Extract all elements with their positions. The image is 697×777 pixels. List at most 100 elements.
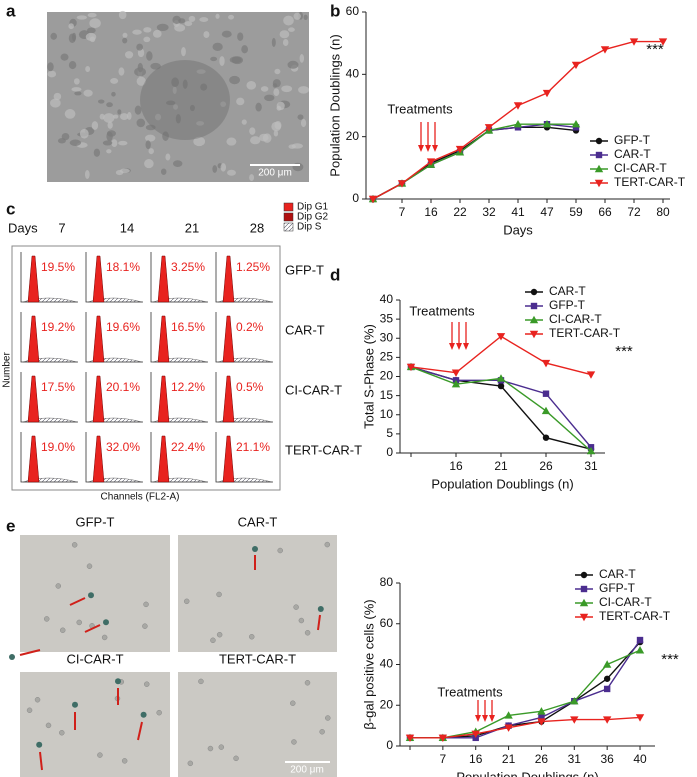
marker [504,724,513,732]
cell [89,18,101,29]
cell [283,15,294,26]
marker [497,382,505,390]
marker [542,434,550,441]
cell [220,163,227,172]
marker [406,363,416,372]
y-tick-label: 0 [352,191,359,205]
cell [91,121,99,130]
flow-y-label: Number [2,352,13,388]
legend-marker [529,315,539,324]
y-tick-label: 25 [380,350,394,364]
cell [172,160,183,168]
percent-label: 12.2% [171,380,205,394]
cell [187,760,194,767]
cell [218,744,225,750]
cell [47,70,57,78]
cell [87,12,97,18]
cell [155,113,162,121]
x-tick-label: 72 [627,205,641,219]
marker [496,374,506,382]
cell [106,149,112,154]
y-tick-label: 60 [380,616,394,630]
legend-label: TERT-CAR-T [549,326,621,340]
histogram-peak [27,315,40,363]
legend-label: CAR-T [549,284,586,298]
cell [182,79,188,89]
micrograph-title: CI-CAR-T [66,651,123,666]
cell [134,67,146,77]
percent-label: 16.5% [171,320,205,334]
series-line [372,123,576,200]
legend-label: GFP-T [614,133,651,147]
marker [504,711,513,719]
legend-marker [579,613,589,622]
treatment-arrowhead [456,343,462,350]
cell [279,30,290,39]
stained-cell [252,546,258,552]
cell [118,67,125,76]
cell [282,38,289,47]
marker [484,124,494,132]
cell [144,158,154,169]
percent-label: 19.0% [41,440,75,454]
treatment-arrowhead [489,715,495,722]
cell [250,136,261,145]
marker [603,675,611,682]
cell [84,170,90,179]
cell [152,29,162,38]
x-tick-label: 80 [656,205,670,219]
cell [99,113,105,120]
scale-bar-label: 200 μm [258,168,292,179]
cell [146,51,153,61]
cell [189,104,195,112]
y-tick-label: 60 [346,4,360,18]
arrow [137,721,143,741]
cell [55,583,62,589]
cell [271,37,276,47]
marker [658,38,668,46]
x-axis-label: Days [503,222,533,237]
cell [150,62,161,70]
x-tick-label: 36 [600,752,614,766]
histogram-peak [92,375,105,423]
marker [542,89,552,98]
x-tick-label: 16 [424,205,438,219]
x-axis-label: Population Doublings (n) [456,769,598,777]
cell [50,32,58,40]
cell [26,707,33,714]
cell [121,758,128,764]
cell [229,56,242,64]
y-tick-label: 15 [380,388,394,402]
marker [451,369,461,377]
treatment-arrowhead [418,145,424,152]
cell [287,60,299,69]
cell [264,94,275,102]
cell [319,729,325,735]
cell [59,627,66,634]
cell [72,32,77,42]
annotation: *** [661,651,679,668]
cell [68,61,77,70]
cell-cluster [140,60,230,140]
cell [117,109,122,115]
x-tick-label: 21 [502,752,516,766]
stained-cell [140,711,147,718]
marker [629,38,639,46]
cell [210,56,218,62]
legend-marker [579,598,589,607]
legend-marker [595,151,603,159]
legend-label: Dip S [297,222,322,233]
legend-marker [594,164,604,173]
legend-marker [595,137,603,145]
y-tick-label: 35 [380,311,394,325]
marker [570,696,579,705]
x-tick-label: 47 [540,205,554,219]
legend-label: CAR-T [599,567,636,581]
series-line [410,335,592,376]
cell [145,134,156,142]
x-tick-label: 22 [453,205,467,219]
x-tick-label: 26 [535,752,549,766]
legend-swatch [283,212,294,222]
legend-label: TERT-CAR-T [599,609,671,623]
arrow [19,649,41,656]
